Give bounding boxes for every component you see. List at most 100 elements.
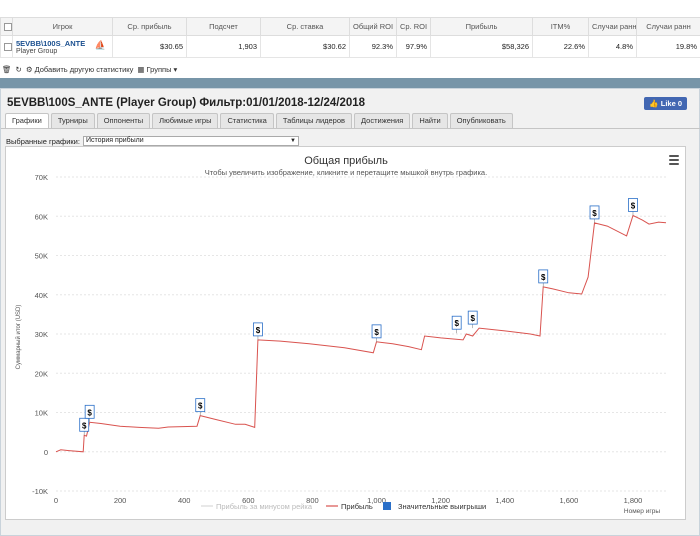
svg-text:$: $ (87, 408, 92, 417)
y-tick-label: 30K (35, 330, 48, 339)
col-header-early-1[interactable]: Случаи ранн (588, 17, 637, 36)
big-win-marker[interactable]: $ (451, 315, 462, 334)
big-win-marker[interactable]: $ (467, 310, 478, 329)
svg-text:$: $ (592, 209, 597, 218)
tab-opponents[interactable]: Оппоненты (96, 113, 151, 128)
col-header-avg-profit[interactable]: Ср. прибыль (112, 17, 187, 36)
col-header-profit[interactable]: Прибыль (430, 17, 533, 36)
col-header-player[interactable]: Игрок (12, 17, 113, 36)
svg-text:$: $ (82, 421, 87, 430)
chart-selector-label: Выбранные графики: (6, 136, 80, 146)
table-row[interactable]: 5EVBB\100S_ANTE Player Group ⛵ $30.65 1,… (0, 35, 700, 58)
cell-early-2: 19.8% (636, 35, 700, 58)
tab-favorite-games[interactable]: Любимые игры (152, 113, 219, 128)
big-win-marker[interactable]: $ (84, 404, 95, 423)
legend-item[interactable]: Значительные выигрыши (383, 502, 486, 511)
grid-lines (56, 176, 666, 492)
y-tick-label: 0 (44, 448, 48, 457)
x-tick-label: 200 (114, 496, 127, 505)
x-axis-label: Номер игры (624, 508, 660, 515)
add-stat-button[interactable]: ⚙ Добавить другую статистику (26, 65, 134, 74)
tab-tournaments[interactable]: Турниры (50, 113, 95, 128)
y-tick-label: -10K (32, 487, 48, 496)
big-win-marker[interactable]: $ (253, 322, 263, 340)
cell-early-1: 4.8% (588, 35, 637, 58)
tab-bar: Графики Турниры Оппоненты Любимые игры С… (5, 113, 513, 129)
y-tick-labels: -10K 0 10K 20K 30K 40K 50K 60K 70K (32, 173, 48, 496)
chevron-down-icon: ▼ (290, 138, 296, 144)
big-win-marker[interactable]: $ (538, 269, 549, 287)
chart-selector-row: Выбранные графики: История прибыли ▼ (6, 136, 299, 146)
tab-leaderboards[interactable]: Таблицы лидеров (275, 113, 353, 128)
settings-icon: ⚙ (25, 64, 33, 74)
table-toolbar: 🗑 ↻ ⚙ Добавить другую статистику ▦ Группы ▾ (0, 62, 700, 76)
y-tick-label: 10K (35, 409, 48, 418)
legend-label: Прибыль за минусом рейка (216, 502, 313, 511)
cell-avg-profit: $30.65 (112, 35, 187, 58)
stats-table: Игрок Ср. прибыль Подсчет Ср. ставка Общ… (0, 17, 700, 58)
series-line-profit (55, 214, 667, 453)
groups-icon: ▦ (137, 64, 145, 74)
row-checkbox[interactable] (0, 35, 13, 58)
player-link[interactable]: 5EVBB\100S_ANTE (16, 39, 86, 48)
tab-achievements[interactable]: Достижения (354, 113, 411, 128)
chevron-down-icon: ▾ (173, 64, 178, 74)
big-win-marker[interactable]: $ (628, 198, 638, 216)
cell-total-roi: 92.3% (349, 35, 397, 58)
svg-text:$: $ (256, 326, 261, 335)
svg-text:$: $ (374, 328, 379, 337)
chart-subtitle: Чтобы увеличить изображение, кликните и … (205, 168, 487, 177)
tab-find[interactable]: Найти (412, 113, 448, 128)
legend: Прибыль за минусом рейка Прибыль Значитель… (201, 502, 486, 511)
svg-text:$: $ (541, 273, 546, 282)
legend-item[interactable]: Прибыль за минусом рейка (201, 502, 313, 511)
profit-chart[interactable]: Общая прибыль Чтобы увеличить изображени… (6, 147, 687, 521)
like-label: Like 0 (660, 99, 682, 108)
refresh-icon[interactable]: ↻ (15, 64, 22, 74)
cell-itm: 22.6% (532, 35, 589, 58)
chart-select[interactable]: История прибыли ▼ (82, 136, 299, 146)
col-header-avg-stake[interactable]: Ср. ставка (260, 17, 350, 36)
x-tick-label: 1,200 (431, 496, 450, 505)
select-all-checkbox[interactable] (0, 17, 13, 36)
cell-count: 1,903 (186, 35, 261, 58)
player-group-label: Player Group (16, 48, 58, 55)
col-header-avg-roi[interactable]: Ср. ROI (396, 17, 431, 36)
panel-title: 5EVBB\100S_ANTE (Player Group) Фильтр:01… (7, 97, 366, 109)
x-tick-label: 600 (242, 496, 255, 505)
cell-avg-roi: 97.9% (396, 35, 431, 58)
svg-text:$: $ (454, 319, 459, 328)
y-tick-label: 60K (35, 212, 48, 221)
tab-charts[interactable]: Графики (5, 113, 49, 129)
groups-label: Группы (146, 64, 172, 74)
tab-publish[interactable]: Опубликовать (449, 113, 513, 128)
big-win-marker[interactable]: $ (195, 398, 206, 416)
chart-container[interactable]: Общая прибыль Чтобы увеличить изображени… (5, 146, 686, 520)
details-panel: 5EVBB\100S_ANTE (Player Group) Фильтр:01… (0, 88, 700, 536)
big-win-marker[interactable]: $ (589, 205, 600, 223)
big-win-marker[interactable]: $ (79, 417, 90, 436)
col-header-count[interactable]: Подсчет (186, 17, 261, 36)
trash-icon[interactable]: 🗑 (2, 64, 12, 74)
x-tick-label: 400 (178, 496, 191, 505)
big-win-markers: $$$$ $$$$$$ (79, 198, 638, 436)
add-stat-label: Добавить другую статистику (34, 64, 134, 74)
cell-profit: $58,326 (430, 35, 533, 58)
x-tick-label: 0 (54, 496, 58, 505)
y-tick-label: 20K (35, 369, 48, 378)
svg-text:$: $ (470, 314, 475, 323)
big-win-marker[interactable]: $ (371, 324, 382, 342)
x-tick-label: 1,800 (624, 496, 643, 505)
chart-title: Общая прибыль (304, 155, 388, 167)
tab-statistics[interactable]: Статистика (220, 113, 274, 128)
menu-icon[interactable] (669, 155, 679, 167)
legend-item[interactable]: Прибыль (326, 502, 373, 511)
chart-select-value: История прибыли (85, 137, 144, 144)
col-header-itm[interactable]: ITM% (532, 17, 589, 36)
svg-text:$: $ (631, 201, 636, 210)
thumbs-up-icon: 👍 (649, 99, 659, 108)
col-header-total-roi[interactable]: Общий ROI (349, 17, 397, 36)
groups-button[interactable]: ▦ Группы ▾ (137, 65, 177, 74)
facebook-like-button[interactable]: 👍 Like 0 (644, 97, 687, 110)
col-header-early-2[interactable]: Случаи ранн (636, 17, 700, 36)
